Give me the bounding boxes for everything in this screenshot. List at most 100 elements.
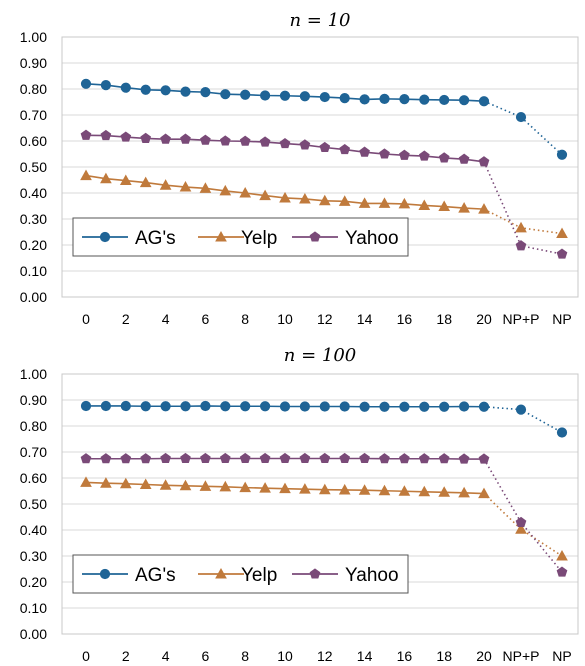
data-point-yahoo <box>478 453 490 464</box>
data-point-yahoo <box>359 452 370 464</box>
y-tick-label: 0.40 <box>20 185 47 201</box>
y-tick-label: 1.00 <box>20 366 47 382</box>
data-point-yahoo <box>120 131 132 142</box>
data-point-ags <box>419 401 430 412</box>
y-tick-label: 0.80 <box>20 81 47 97</box>
data-point-ags <box>100 80 112 91</box>
data-point-ags <box>379 93 390 104</box>
x-tick-label: 14 <box>357 311 373 327</box>
legend-marker-ags <box>99 231 111 243</box>
data-point-yahoo <box>80 129 92 140</box>
x-tick-label: 14 <box>357 648 373 664</box>
data-point-ags <box>359 94 370 105</box>
data-point-yahoo <box>219 452 231 464</box>
series-layer <box>80 400 568 577</box>
data-point-ags <box>120 82 131 93</box>
data-point-yahoo <box>458 153 470 164</box>
series-line-dotted-ags <box>483 100 563 156</box>
data-point-ags <box>339 401 350 412</box>
data-point-yelp <box>199 182 212 193</box>
x-tick-label: 16 <box>397 311 413 327</box>
data-point-ags <box>240 89 251 100</box>
y-axis: 0.00 0.10 0.20 0.30 0.40 0.50 0.60 0.70 0.80 0.90… <box>20 366 47 642</box>
legend-label-ags: AG's <box>135 228 176 249</box>
series-layer <box>80 78 568 259</box>
x-axis: 0 2 4 6 8 10 12 14 16 18 20 NP+P NP <box>82 311 572 327</box>
data-point-yelp <box>398 197 411 209</box>
data-point-yahoo <box>399 453 410 464</box>
data-point-yelp <box>119 477 132 489</box>
data-point-yahoo <box>458 453 470 464</box>
data-point-yelp <box>279 482 291 494</box>
x-tick-label: 12 <box>317 648 333 664</box>
data-point-yelp <box>398 485 411 496</box>
data-point-yahoo <box>219 135 231 146</box>
data-point-yahoo <box>418 453 430 464</box>
data-point-ags <box>319 401 330 412</box>
data-point-yahoo <box>120 453 132 464</box>
x-tick-label: NP <box>552 648 571 664</box>
x-tick-label: 10 <box>277 648 293 664</box>
data-point-yelp <box>556 227 568 239</box>
y-tick-label: 0.30 <box>20 211 47 227</box>
data-point-yahoo <box>319 141 331 153</box>
data-point-yahoo <box>418 150 430 161</box>
data-point-ags <box>319 91 330 103</box>
data-point-yelp <box>100 477 112 488</box>
data-point-yahoo <box>515 516 527 528</box>
data-point-yelp <box>515 523 527 534</box>
y-tick-label: 0.60 <box>20 133 47 149</box>
x-tick-label: 4 <box>162 648 170 664</box>
data-point-yelp <box>418 199 431 210</box>
data-point-yahoo <box>438 453 450 464</box>
legend: AG's Yelp Yahoo <box>72 554 409 594</box>
data-point-yelp <box>259 189 271 201</box>
data-point-yahoo <box>299 452 311 464</box>
data-point-yahoo <box>319 452 331 464</box>
data-point-yahoo <box>100 453 112 464</box>
y-tick-label: 0.30 <box>20 548 47 564</box>
data-point-yelp <box>299 483 311 494</box>
y-tick-label: 1.00 <box>20 29 47 45</box>
data-point-yahoo <box>399 149 410 160</box>
x-tick-label: 6 <box>202 311 210 327</box>
legend-label-yelp: Yelp <box>241 228 277 249</box>
data-point-yelp <box>338 483 351 495</box>
data-point-ags <box>439 401 450 412</box>
data-point-ags <box>260 90 271 101</box>
data-point-yelp <box>80 169 92 181</box>
data-point-yelp <box>358 197 371 208</box>
legend-label-yahoo: Yahoo <box>345 565 399 586</box>
data-point-ags <box>399 94 410 105</box>
x-tick-label: 18 <box>436 311 452 327</box>
data-point-ags <box>100 400 112 412</box>
y-tick-label: 0.10 <box>20 263 47 279</box>
y-tick-label: 0.50 <box>20 159 47 175</box>
data-point-ags <box>556 427 568 438</box>
x-tick-label: 12 <box>317 311 333 327</box>
data-point-yahoo <box>100 129 112 141</box>
plot-frame <box>61 36 579 298</box>
legend-label-yelp: Yelp <box>241 565 277 586</box>
y-tick-label: 0.90 <box>20 55 47 71</box>
x-tick-label: 20 <box>476 311 492 327</box>
data-point-ags <box>439 94 450 106</box>
data-point-yahoo <box>515 240 527 251</box>
data-point-yelp <box>299 192 311 204</box>
data-point-ags <box>478 96 490 107</box>
data-point-yahoo <box>160 452 171 464</box>
data-point-yelp <box>418 485 431 497</box>
x-tick-label: NP <box>552 311 571 327</box>
data-point-ags <box>260 401 271 412</box>
legend-marker-ags <box>99 568 111 580</box>
data-point-ags <box>379 401 390 412</box>
data-point-ags <box>279 90 291 101</box>
x-tick-label: 6 <box>202 648 210 664</box>
chart-panel-n10: n = 10 0.000.100.200.300.400.500.600.700… <box>20 10 579 327</box>
data-point-yelp <box>80 476 92 487</box>
data-point-yelp <box>119 174 132 186</box>
data-point-ags <box>279 401 291 412</box>
data-point-ags <box>180 401 191 412</box>
y-tick-label: 0.10 <box>20 600 47 616</box>
data-point-ags <box>240 401 251 412</box>
